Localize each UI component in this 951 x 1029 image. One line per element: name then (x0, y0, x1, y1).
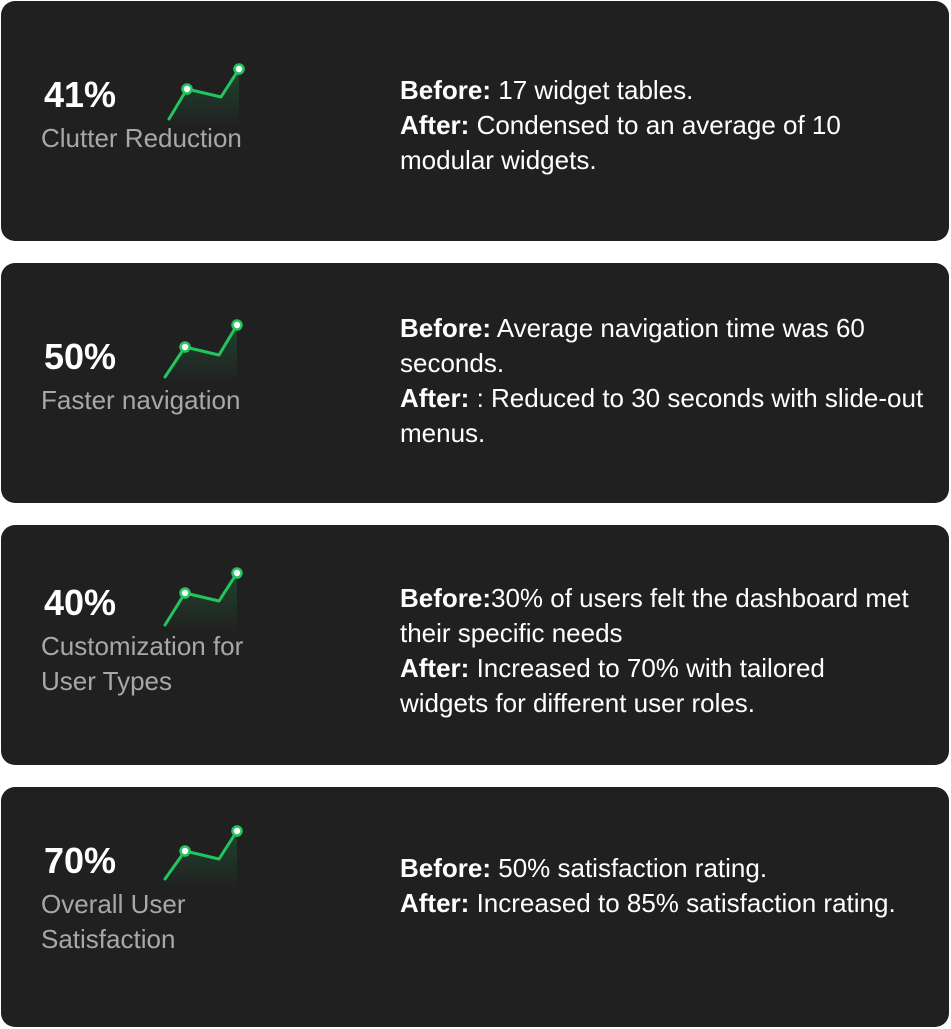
metric-description: Before: Average navigation time was 60 s… (400, 311, 930, 451)
after-label: After: (400, 888, 470, 918)
metric-stat: 40% Customization for User Types (41, 581, 341, 699)
metric-percent: 50% (44, 336, 117, 377)
metric-stat: 41% Clutter Reduction (41, 73, 341, 156)
metric-description: Before:30% of users felt the dashboard m… (400, 581, 920, 721)
metric-label: Clutter Reduction (41, 123, 242, 153)
after-label: After: (400, 653, 470, 683)
after-text: : Reduced to 30 seconds with slide-out m… (400, 383, 924, 448)
metric-description: Before: 17 widget tables. After: Condens… (400, 73, 930, 178)
trend-up-icon (163, 825, 243, 889)
before-label: Before: (400, 313, 492, 343)
trend-up-icon (167, 63, 245, 127)
before-label: Before: (400, 75, 492, 105)
metric-card-clutter-reduction: 41% Clutter Reduction Before: 17 widget … (1, 1, 949, 241)
metric-label: Overall User Satisfaction (41, 889, 186, 954)
after-label: After: (400, 383, 470, 413)
trend-up-icon (163, 567, 243, 633)
trend-up-icon (163, 319, 243, 383)
after-label: After: (400, 110, 470, 140)
before-text: 17 widget tables. (491, 75, 694, 105)
metric-description: Before: 50% satisfaction rating. After: … (400, 851, 930, 921)
metric-card-faster-navigation: 50% Faster navigation Before: Average na… (1, 263, 949, 503)
metric-percent: 70% (44, 840, 117, 881)
metric-percent: 40% (44, 582, 117, 623)
metric-label: Faster navigation (41, 385, 241, 415)
before-label: Before: (400, 853, 492, 883)
metric-stat: 50% Faster navigation (41, 335, 341, 418)
metric-card-user-satisfaction: 70% Overall User Satisfaction Before: 50… (1, 787, 949, 1027)
metric-card-customization: 40% Customization for User Types Before:… (1, 525, 949, 765)
before-text: 30% of users felt the dashboard met thei… (400, 583, 909, 648)
metric-label: Customization for User Types (41, 631, 244, 696)
after-text: Increased to 85% satisfaction rating. (469, 888, 896, 918)
after-text: Increased to 70% with tailored widgets f… (400, 653, 825, 718)
before-text: Average navigation time was 60 seconds. (400, 313, 865, 378)
metric-stat: 70% Overall User Satisfaction (41, 839, 341, 957)
metric-percent: 41% (44, 74, 117, 115)
before-text: 50% satisfaction rating. (491, 853, 768, 883)
after-text: Condensed to an average of 10 modular wi… (400, 110, 841, 175)
before-label: Before: (400, 583, 492, 613)
